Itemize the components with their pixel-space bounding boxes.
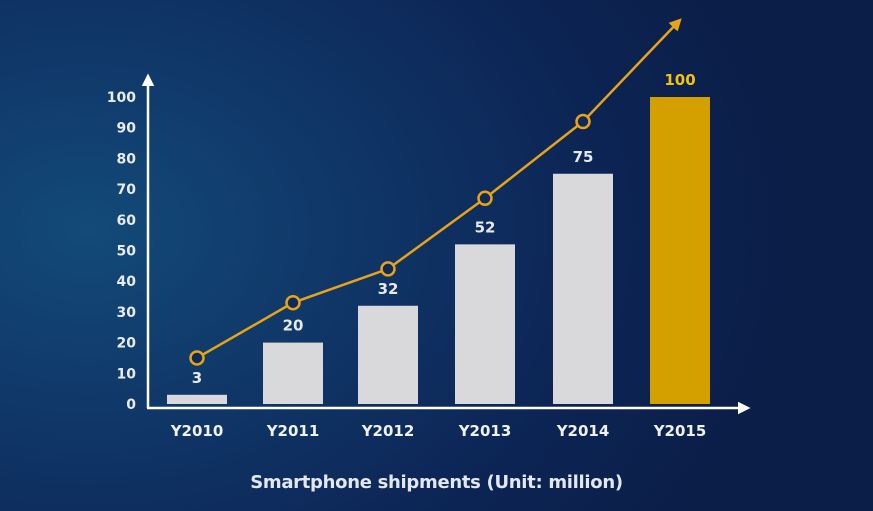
bar-y2015 (650, 97, 710, 404)
y-axis-tick-labels: 0 10 20 30 40 50 60 70 80 90 100 (107, 90, 136, 413)
bars (167, 97, 710, 404)
bar-y2013 (455, 244, 515, 404)
x-category-label: Y2014 (556, 422, 610, 440)
y-tick-label: 70 (117, 182, 137, 198)
trend-marker (380, 261, 396, 277)
x-category-label: Y2013 (458, 422, 512, 440)
bar-value-label: 32 (378, 280, 399, 298)
trend-marker (285, 294, 301, 311)
x-category-label: Y2012 (361, 422, 415, 440)
trend-line-path (196, 18, 682, 360)
bar-value-label: 3 (192, 369, 202, 387)
y-tick-label: 60 (117, 213, 137, 229)
x-category-label: Y2010 (170, 422, 224, 440)
y-tick-label: 20 (117, 336, 137, 352)
bar-y2012 (358, 305, 418, 404)
bar-value-label: 20 (283, 317, 304, 335)
y-tick-label: 100 (107, 90, 136, 106)
trend-marker (575, 113, 591, 130)
bar-value-label: 100 (664, 71, 695, 89)
chart-caption: Smartphone shipments (Unit: million) (250, 472, 623, 493)
y-tick-label: 90 (117, 121, 137, 137)
y-tick-label: 0 (126, 397, 136, 413)
y-tick-label: 40 (117, 274, 137, 290)
trend-line (189, 18, 682, 366)
bar-y2014 (553, 173, 613, 404)
y-tick-label: 30 (117, 305, 137, 321)
y-tick-label: 80 (117, 151, 137, 167)
bar-value-label: 75 (573, 148, 594, 166)
y-tick-label: 10 (117, 366, 137, 382)
x-category-label: Y2015 (653, 422, 707, 440)
axes (141, 73, 751, 415)
trend-marker (189, 350, 205, 366)
trend-marker (477, 190, 493, 207)
bar-y2010 (167, 394, 227, 404)
bar-y2011 (263, 342, 323, 404)
x-category-label: Y2011 (266, 422, 320, 440)
bar-value-label: 52 (475, 218, 496, 236)
y-tick-label: 50 (117, 244, 137, 260)
x-axis-category-labels: Y2010 Y2011 Y2012 Y2013 Y2014 Y2015 (170, 422, 707, 440)
bar-value-labels: 3 20 32 52 75 100 (192, 71, 696, 387)
